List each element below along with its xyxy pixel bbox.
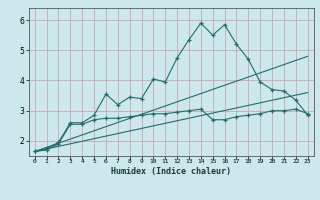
X-axis label: Humidex (Indice chaleur): Humidex (Indice chaleur) [111, 167, 231, 176]
